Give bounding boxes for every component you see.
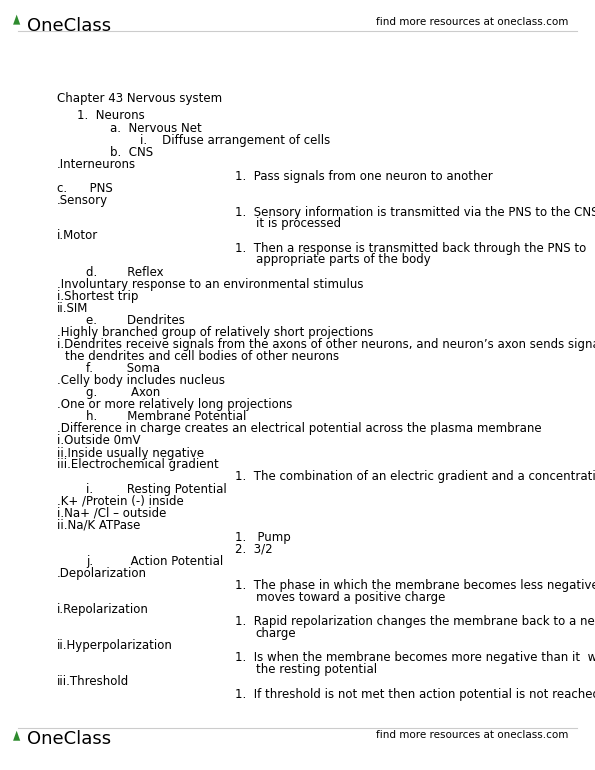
Text: c.      PNS: c. PNS <box>57 182 112 196</box>
Text: i.Dendrites receive signals from the axons of other neurons, and neuron’s axon s: i.Dendrites receive signals from the axo… <box>57 338 595 351</box>
Text: ii.Hyperpolarization: ii.Hyperpolarization <box>57 639 173 652</box>
Text: 1.  Is when the membrane becomes more negative than it  was during: 1. Is when the membrane becomes more neg… <box>235 651 595 665</box>
Text: i.Shortest trip: i.Shortest trip <box>57 290 138 303</box>
Text: Chapter 43 Nervous system: Chapter 43 Nervous system <box>57 92 222 105</box>
Text: 2.  3/2: 2. 3/2 <box>235 543 273 556</box>
Text: a.  Nervous Net: a. Nervous Net <box>110 122 202 135</box>
Text: 1.  Then a response is transmitted back through the PNS to: 1. Then a response is transmitted back t… <box>235 242 586 255</box>
Text: .Difference in charge creates an electrical potential across the plasma membrane: .Difference in charge creates an electri… <box>57 422 541 435</box>
Text: i.Outside 0mV: i.Outside 0mV <box>57 434 140 447</box>
Text: i.Repolarization: i.Repolarization <box>57 603 148 616</box>
Text: OneClass: OneClass <box>27 730 111 748</box>
Text: the resting potential: the resting potential <box>256 663 377 676</box>
Text: f.         Soma: f. Soma <box>86 362 160 375</box>
Text: 1.  Sensory information is transmitted via the PNS to the CNS, where: 1. Sensory information is transmitted vi… <box>235 206 595 219</box>
Text: OneClass: OneClass <box>27 17 111 35</box>
Text: appropriate parts of the body: appropriate parts of the body <box>256 253 431 266</box>
Text: i.Na+ /Cl – outside: i.Na+ /Cl – outside <box>57 507 166 520</box>
Text: .Highly branched group of relatively short projections: .Highly branched group of relatively sho… <box>57 326 373 339</box>
Text: it is processed: it is processed <box>256 217 341 230</box>
Text: moves toward a positive charge: moves toward a positive charge <box>256 591 445 604</box>
Text: 1.   Pump: 1. Pump <box>235 531 291 544</box>
Text: the dendrites and cell bodies of other neurons: the dendrites and cell bodies of other n… <box>65 350 340 363</box>
Text: d.        Reflex: d. Reflex <box>86 266 164 279</box>
Text: ii.Na/K ATPase: ii.Na/K ATPase <box>57 519 140 532</box>
Text: .Celly body includes nucleus: .Celly body includes nucleus <box>57 374 224 387</box>
Text: .Involuntary response to an environmental stimulus: .Involuntary response to an environmenta… <box>57 278 363 291</box>
Text: 1.  Rapid repolarization changes the membrane back to a negative: 1. Rapid repolarization changes the memb… <box>235 615 595 628</box>
Text: 1.  If threshold is not met then action potential is not reached: 1. If threshold is not met then action p… <box>235 688 595 701</box>
Text: .Depolarization: .Depolarization <box>57 567 146 580</box>
Text: i.Motor: i.Motor <box>57 229 98 243</box>
Text: 1.  The phase in which the membrane becomes less negative and: 1. The phase in which the membrane becom… <box>235 579 595 592</box>
Polygon shape <box>13 731 20 741</box>
Text: .Interneurons: .Interneurons <box>57 158 136 171</box>
Text: b.  CNS: b. CNS <box>110 146 153 159</box>
Text: 1.  Pass signals from one neuron to another: 1. Pass signals from one neuron to anoth… <box>235 170 493 183</box>
Text: i.         Resting Potential: i. Resting Potential <box>86 483 227 496</box>
Polygon shape <box>13 15 20 25</box>
Text: .K+ /Protein (-) inside: .K+ /Protein (-) inside <box>57 494 183 507</box>
Text: iii.Electrochemical gradient: iii.Electrochemical gradient <box>57 458 218 471</box>
Text: iii.Threshold: iii.Threshold <box>57 675 129 688</box>
Text: e.        Dendrites: e. Dendrites <box>86 314 185 327</box>
Text: g.         Axon: g. Axon <box>86 386 161 399</box>
Text: find more resources at oneclass.com: find more resources at oneclass.com <box>376 730 568 740</box>
Text: find more resources at oneclass.com: find more resources at oneclass.com <box>376 17 568 27</box>
Text: 1.  The combination of an electric gradient and a concentration: 1. The combination of an electric gradie… <box>235 470 595 484</box>
Text: .Sensory: .Sensory <box>57 194 108 207</box>
Text: charge: charge <box>256 627 296 640</box>
Text: h.        Membrane Potential: h. Membrane Potential <box>86 410 247 424</box>
Text: .One or more relatively long projections: .One or more relatively long projections <box>57 398 292 411</box>
Text: ii.SIM: ii.SIM <box>57 302 88 315</box>
Text: ii.Inside usually negative: ii.Inside usually negative <box>57 447 203 460</box>
Text: i.    Diffuse arrangement of cells: i. Diffuse arrangement of cells <box>140 134 330 147</box>
Text: 1.  Neurons: 1. Neurons <box>77 109 145 122</box>
Text: j.          Action Potential: j. Action Potential <box>86 555 224 568</box>
